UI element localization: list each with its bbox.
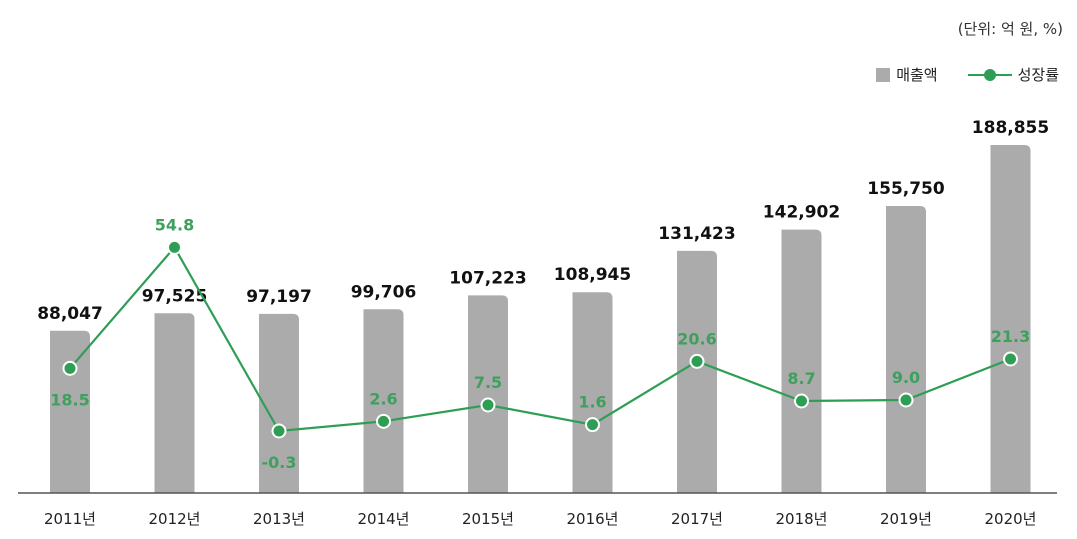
legend-bar-swatch (876, 67, 891, 82)
bar-value-label-7: 142,902 (763, 203, 840, 223)
x-tick-label-4: 2015년 (462, 510, 514, 528)
x-tick-label-8: 2019년 (880, 510, 932, 528)
growth-value-label-5: 1.6 (578, 393, 606, 412)
bar-7 (781, 229, 822, 494)
x-tick-label-5: 2016년 (567, 510, 619, 528)
bar-value-label-9: 188,855 (972, 118, 1049, 138)
growth-point-8 (898, 392, 914, 408)
x-tick-label-0: 2011년 (44, 510, 96, 528)
growth-value-label-0: 18.5 (50, 390, 89, 409)
growth-value-label-1: 54.8 (155, 215, 194, 234)
bar-0 (50, 330, 90, 493)
bar-value-label-3: 99,706 (351, 282, 417, 302)
growth-value-label-2: -0.3 (262, 453, 297, 472)
bar-4 (468, 295, 508, 493)
x-tick-label-7: 2018년 (776, 510, 828, 528)
bar-6 (677, 250, 717, 493)
growth-point-0 (62, 360, 78, 376)
bar-value-label-2: 97,197 (246, 287, 312, 307)
bar-value-label-8: 155,750 (867, 179, 945, 199)
bar-9 (990, 145, 1031, 493)
x-tick-label-9: 2020년 (985, 510, 1037, 528)
bar-3 (363, 309, 404, 493)
x-tick-label-3: 2014년 (358, 510, 410, 528)
x-tick-label-6: 2017년 (671, 510, 723, 528)
growth-line (69, 245, 1011, 433)
bar-5 (572, 292, 613, 493)
bar-value-label-1: 97,525 (142, 286, 208, 306)
growth-value-label-4: 7.5 (474, 373, 502, 392)
growth-point-1 (167, 239, 182, 255)
bar-8 (886, 206, 926, 493)
legend-line-label: 성장률 (1017, 66, 1059, 84)
bar-value-label-4: 107,223 (449, 268, 526, 288)
growth-point-7 (794, 393, 809, 409)
growth-value-label-7: 8.7 (787, 369, 815, 388)
legend-line-swatch (967, 68, 1012, 82)
x-tick-label-2: 2013년 (253, 510, 305, 528)
growth-point-6 (689, 353, 705, 369)
growth-point-3 (376, 413, 391, 429)
bar-1 (154, 313, 195, 493)
legend: 매출액 성장률 (876, 64, 1059, 85)
bar-2 (259, 313, 299, 493)
growth-value-label-3: 2.6 (369, 389, 397, 408)
growth-value-label-6: 20.6 (677, 329, 716, 348)
legend-bar-label: 매출액 (896, 66, 938, 84)
bar-value-label-5: 108,945 (554, 265, 631, 285)
bar-value-label-0: 88,047 (37, 304, 103, 324)
growth-point-9 (1003, 351, 1018, 367)
growth-value-label-8: 9.0 (892, 368, 920, 387)
growth-value-label-9: 21.3 (991, 327, 1030, 346)
x-tick-label-1: 2012년 (149, 510, 201, 528)
bar-value-label-6: 131,423 (658, 224, 735, 244)
growth-point-4 (480, 397, 496, 413)
unit-note: (단위: 억 원, %) (957, 20, 1063, 38)
growth-point-2 (271, 423, 287, 439)
growth-point-5 (585, 417, 600, 433)
